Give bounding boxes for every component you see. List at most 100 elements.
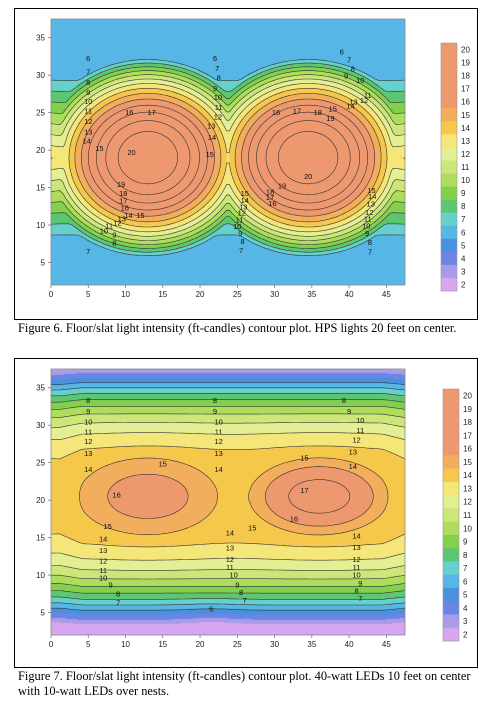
x-tick-label: 35: [307, 640, 316, 649]
colorbar-label: 12: [463, 498, 472, 507]
contour-label: 19: [326, 114, 334, 123]
contour-label: 12: [99, 556, 107, 565]
contour-line-8: [51, 393, 406, 600]
contour-line-12: [50, 78, 406, 237]
contour-line-19: [105, 120, 351, 195]
contour-label: 7: [116, 598, 120, 607]
contour-label: 14: [208, 133, 216, 142]
colorbar-label: 17: [463, 431, 472, 440]
contour-label: 15: [248, 523, 256, 532]
contour-line-13: [50, 83, 406, 233]
x-tick-label: 35: [307, 290, 316, 299]
colorbar-swatch: [441, 43, 457, 57]
y-tick-label: 15: [36, 534, 45, 543]
figure-6-panel: 6 7 8 9 10 11 12 13 14 15 16 17 20 19 18 17 16 15 14 13 12 11…: [14, 8, 478, 320]
contour-fill-fig7: [51, 369, 405, 635]
colorbar-label: 13: [461, 137, 470, 146]
contour-label: 9: [238, 229, 242, 238]
contour-label: 7: [215, 64, 219, 73]
contour-line-20: [117, 131, 339, 185]
contour-label: 13: [84, 128, 92, 137]
contour-label: 10: [352, 571, 360, 580]
contour-label: 9: [213, 407, 217, 416]
colorbar-label: 7: [461, 215, 466, 224]
contour-label: 12: [113, 218, 121, 227]
colorbar-swatch: [443, 548, 459, 562]
contour-label: 7: [243, 596, 247, 605]
colorbar-swatch: [441, 95, 457, 109]
colorbar-swatch: [441, 264, 457, 279]
contour-label: 15: [159, 460, 167, 469]
colorbar-label: 12: [461, 150, 470, 159]
contour-label: 11: [215, 427, 223, 436]
contour-label: 11: [356, 426, 364, 435]
y-tick-label: 5: [41, 609, 46, 618]
contour-label: 9: [109, 580, 113, 589]
y-tick-label: 35: [36, 34, 45, 43]
contour-label: 13: [99, 546, 107, 555]
colorbar-swatch: [443, 389, 459, 403]
contour-label: 18: [314, 108, 322, 117]
contour-line-13: [50, 432, 406, 561]
contour-line-14: [50, 88, 406, 228]
colorbar-swatch: [441, 147, 457, 161]
colorbar-label: 3: [461, 267, 466, 276]
colorbar-label: 15: [463, 458, 472, 467]
contour-label: 9: [86, 407, 90, 416]
contour-label: 10: [84, 418, 92, 427]
y-tick-label: 30: [36, 421, 45, 430]
colorbar-swatch: [443, 627, 459, 642]
colorbar-label: 16: [461, 98, 470, 107]
y-tick-label: 15: [36, 184, 45, 193]
colorbar-label: 11: [461, 163, 470, 172]
colorbar-label: 4: [461, 254, 466, 263]
contour-label: 13: [352, 543, 360, 552]
contour-label: 10: [356, 416, 364, 425]
contour-label: 8: [351, 65, 355, 74]
x-tick-label: 10: [121, 640, 130, 649]
contour-label: 13: [239, 203, 247, 212]
colorbar-swatch: [441, 212, 457, 227]
contour-label: 9: [112, 230, 116, 239]
contour-line-9: [50, 66, 406, 249]
x-tick-label: 5: [86, 290, 91, 299]
contour-label: 17: [266, 193, 274, 202]
contour-label: 8: [213, 396, 217, 405]
figure-6-caption: Figure 6. Floor/slat light intensity (ft…: [18, 321, 457, 335]
contour-label: 11: [105, 221, 113, 230]
x-tick-label: 10: [121, 290, 130, 299]
contour-label: 15: [241, 189, 249, 198]
colorbar-frame: [440, 42, 458, 292]
contour-label: 9: [86, 88, 90, 97]
colorbar-swatch: [443, 521, 459, 536]
contour-label: 17: [300, 486, 308, 495]
colorbar-swatch: [441, 121, 457, 135]
contour-label: 12: [352, 436, 360, 445]
colorbar-swatch: [441, 251, 457, 266]
contour-label: 6: [209, 604, 213, 613]
colorbar-label: 10: [463, 524, 472, 533]
contour-label: 15: [206, 150, 214, 159]
contour-label: 12: [214, 113, 222, 122]
contour-label: 10: [362, 221, 370, 230]
contour-label: 8: [368, 238, 372, 247]
figure-7-panel: 8 9 10 11 12 13 14 8 9 10 11 12 13 14 8 9 10 11 12 13 14 15 16…: [14, 358, 478, 668]
x-tick-label: 25: [233, 290, 242, 299]
contour-label: 15: [329, 104, 337, 113]
colorbar-label: 18: [463, 418, 472, 427]
contour-label: 14: [99, 535, 107, 544]
contour-label: 8: [116, 589, 120, 598]
contour-label: 13: [349, 98, 357, 107]
contour-label: 16: [112, 490, 120, 499]
colorbar-swatch: [443, 428, 459, 443]
plot-frame: [50, 18, 406, 286]
contour-label: 15: [95, 144, 103, 153]
contour-label: 11: [84, 427, 92, 436]
colorbar-label: 17: [461, 85, 470, 94]
contour-label: 17: [147, 108, 155, 117]
contour-line-9: [51, 399, 406, 594]
contour-line-16: [80, 98, 376, 217]
contour-label: 11: [353, 563, 361, 572]
colorbar-fig7: 20 19 18 17 16 15 14 13 12 11 10 9 8 7 6 5 4 3 2: [442, 388, 472, 642]
